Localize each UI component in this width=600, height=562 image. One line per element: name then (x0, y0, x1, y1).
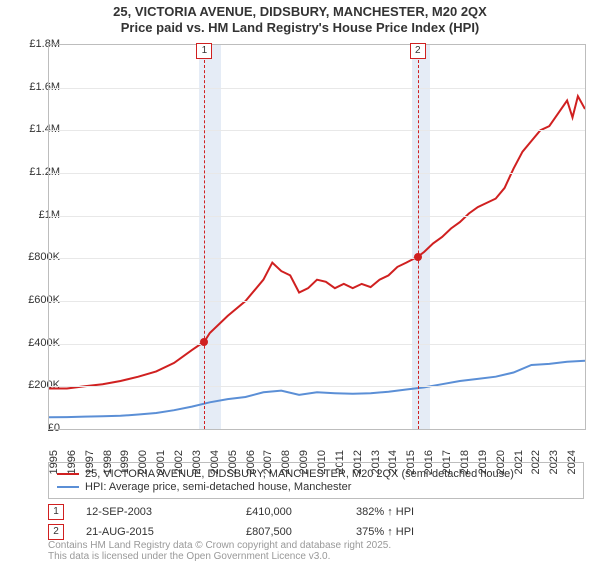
sale-row: 1 12-SEP-2003 £410,000 382% ↑ HPI (48, 504, 584, 520)
legend-label: 25, VICTORIA AVENUE, DIDSBURY, MANCHESTE… (85, 468, 514, 480)
sale-point-dot (414, 253, 422, 261)
legend-label: HPI: Average price, semi-detached house,… (85, 481, 351, 493)
sale-row: 2 21-AUG-2015 £807,500 375% ↑ HPI (48, 524, 584, 540)
sale-price: £807,500 (246, 526, 356, 538)
legend-item: HPI: Average price, semi-detached house,… (57, 481, 575, 493)
attribution-line: This data is licensed under the Open Gov… (48, 551, 391, 562)
title-address: 25, VICTORIA AVENUE, DIDSBURY, MANCHESTE… (0, 4, 600, 20)
legend-box: 25, VICTORIA AVENUE, DIDSBURY, MANCHESTE… (48, 462, 584, 499)
chart-container: 25, VICTORIA AVENUE, DIDSBURY, MANCHESTE… (0, 0, 600, 560)
sale-vline (204, 45, 205, 429)
legend-swatch (57, 473, 79, 475)
sale-hpi: 375% ↑ HPI (356, 526, 476, 538)
sale-vline (418, 45, 419, 429)
sale-date: 12-SEP-2003 (86, 506, 246, 518)
title-subtitle: Price paid vs. HM Land Registry's House … (0, 20, 600, 36)
sale-date: 21-AUG-2015 (86, 526, 246, 538)
series-line-hpi (49, 361, 585, 418)
plot-area: 12 (48, 44, 586, 430)
chart-title: 25, VICTORIA AVENUE, DIDSBURY, MANCHESTE… (0, 0, 600, 35)
attribution-text: Contains HM Land Registry data © Crown c… (48, 540, 391, 562)
sale-marker-box: 1 (48, 504, 64, 520)
legend-swatch (57, 486, 79, 488)
sale-marker-box: 2 (48, 524, 64, 540)
legend-item: 25, VICTORIA AVENUE, DIDSBURY, MANCHESTE… (57, 468, 575, 480)
sale-point-dot (200, 338, 208, 346)
attribution-line: Contains HM Land Registry data © Crown c… (48, 540, 391, 551)
line-series-svg (49, 45, 585, 429)
sale-price: £410,000 (246, 506, 356, 518)
sale-marker: 2 (410, 43, 426, 59)
sale-hpi: 382% ↑ HPI (356, 506, 476, 518)
sale-marker: 1 (196, 43, 212, 59)
